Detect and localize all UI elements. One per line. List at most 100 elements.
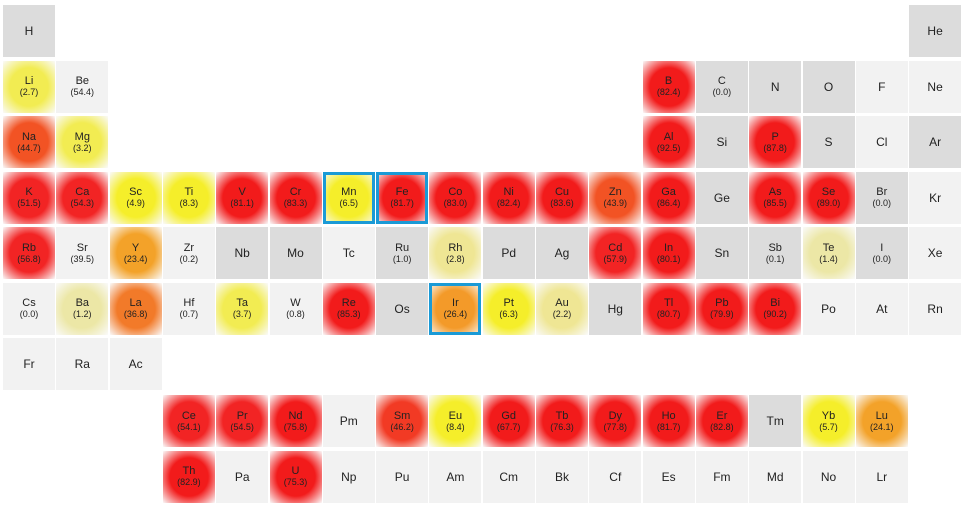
element-cell-rn[interactable]: Rn <box>909 282 962 335</box>
element-cell-pr[interactable]: Pr (54.5) <box>216 395 269 447</box>
element-cell-lr[interactable]: Lr <box>855 450 908 503</box>
element-cell-pb[interactable]: Pb (79.9) <box>695 282 748 335</box>
element-cell-ho[interactable]: Ho (81.7) <box>642 395 695 447</box>
element-cell-gd[interactable]: Gd (67.7) <box>482 395 535 447</box>
element-cell-h[interactable]: H <box>3 5 55 57</box>
element-cell-tl[interactable]: Tl (80.7) <box>642 282 695 335</box>
element-cell-rb[interactable]: Rb (56.8) <box>3 227 55 279</box>
element-cell-cu[interactable]: Cu (83.6) <box>536 171 588 224</box>
element-cell-th[interactable]: Th (82.9) <box>162 450 215 503</box>
element-cell-pd[interactable]: Pd <box>482 227 535 279</box>
element-cell-bi[interactable]: Bi (90.2) <box>749 282 802 335</box>
element-cell-ir[interactable]: Ir (26.4) <box>429 282 482 335</box>
element-cell-ta[interactable]: Ta (3.7) <box>216 282 269 335</box>
element-cell-tc[interactable]: Tc <box>322 227 375 279</box>
element-cell-cs[interactable]: Cs (0.0) <box>3 282 55 335</box>
element-cell-v[interactable]: V (81.1) <box>216 171 269 224</box>
element-cell-cr[interactable]: Cr (83.3) <box>269 171 322 224</box>
element-cell-ga[interactable]: Ga (86.4) <box>642 171 695 224</box>
element-cell-li[interactable]: Li (2.7) <box>3 60 55 113</box>
element-cell-yb[interactable]: Yb (5.7) <box>802 395 855 447</box>
element-cell-fr[interactable]: Fr <box>3 338 55 390</box>
element-cell-eu[interactable]: Eu (8.4) <box>429 395 482 447</box>
element-cell-ru[interactable]: Ru (1.0) <box>376 227 429 279</box>
element-cell-np[interactable]: Np <box>322 450 375 503</box>
element-cell-c[interactable]: C (0.0) <box>695 60 748 113</box>
element-cell-dy[interactable]: Dy (77.8) <box>589 395 642 447</box>
element-cell-w[interactable]: W (0.8) <box>269 282 322 335</box>
element-cell-mn[interactable]: Mn (6.5) <box>322 171 375 224</box>
element-cell-he[interactable]: He <box>909 5 962 57</box>
element-cell-ne[interactable]: Ne <box>909 60 962 113</box>
element-cell-er[interactable]: Er (82.8) <box>695 395 748 447</box>
element-cell-cm[interactable]: Cm <box>482 450 535 503</box>
element-cell-be[interactable]: Be (54.4) <box>56 60 109 113</box>
element-cell-co[interactable]: Co (83.0) <box>429 171 482 224</box>
element-cell-cf[interactable]: Cf <box>589 450 642 503</box>
element-cell-cl[interactable]: Cl <box>855 116 908 168</box>
element-cell-hg[interactable]: Hg <box>589 282 642 335</box>
element-cell-tm[interactable]: Tm <box>749 395 802 447</box>
element-cell-sr[interactable]: Sr (39.5) <box>56 227 109 279</box>
element-cell-re[interactable]: Re (85.3) <box>322 282 375 335</box>
element-cell-ca[interactable]: Ca (54.3) <box>56 171 109 224</box>
element-cell-sm[interactable]: Sm (46.2) <box>376 395 429 447</box>
element-cell-ac[interactable]: Ac <box>109 338 162 390</box>
element-cell-tb[interactable]: Tb (76.3) <box>536 395 588 447</box>
element-cell-te[interactable]: Te (1.4) <box>802 227 855 279</box>
element-cell-pt[interactable]: Pt (6.3) <box>482 282 535 335</box>
element-cell-si[interactable]: Si <box>695 116 748 168</box>
element-cell-am[interactable]: Am <box>429 450 482 503</box>
element-cell-xe[interactable]: Xe <box>909 227 962 279</box>
element-cell-n[interactable]: N <box>749 60 802 113</box>
element-cell-pu[interactable]: Pu <box>376 450 429 503</box>
element-cell-fm[interactable]: Fm <box>695 450 748 503</box>
element-cell-ni[interactable]: Ni (82.4) <box>482 171 535 224</box>
element-cell-ar[interactable]: Ar <box>909 116 962 168</box>
element-cell-s[interactable]: S <box>802 116 855 168</box>
element-cell-ba[interactable]: Ba (1.2) <box>56 282 109 335</box>
element-cell-la[interactable]: La (36.8) <box>109 282 162 335</box>
element-cell-bk[interactable]: Bk <box>536 450 588 503</box>
element-cell-kr[interactable]: Kr <box>909 171 962 224</box>
element-cell-at[interactable]: At <box>855 282 908 335</box>
element-cell-o[interactable]: O <box>802 60 855 113</box>
element-cell-mo[interactable]: Mo <box>269 227 322 279</box>
element-cell-as[interactable]: As (85.5) <box>749 171 802 224</box>
element-cell-se[interactable]: Se (89.0) <box>802 171 855 224</box>
element-cell-ce[interactable]: Ce (54.1) <box>162 395 215 447</box>
element-cell-u[interactable]: U (75.3) <box>269 450 322 503</box>
element-cell-al[interactable]: Al (92.5) <box>642 116 695 168</box>
element-cell-pa[interactable]: Pa <box>216 450 269 503</box>
element-cell-sb[interactable]: Sb (0.1) <box>749 227 802 279</box>
element-cell-pm[interactable]: Pm <box>322 395 375 447</box>
element-cell-zn[interactable]: Zn (43.9) <box>589 171 642 224</box>
element-cell-au[interactable]: Au (2.2) <box>536 282 588 335</box>
element-cell-ge[interactable]: Ge <box>695 171 748 224</box>
element-cell-md[interactable]: Md <box>749 450 802 503</box>
element-cell-rh[interactable]: Rh (2.8) <box>429 227 482 279</box>
element-cell-br[interactable]: Br (0.0) <box>855 171 908 224</box>
element-cell-zr[interactable]: Zr (0.2) <box>162 227 215 279</box>
element-cell-cd[interactable]: Cd (57.9) <box>589 227 642 279</box>
element-cell-f[interactable]: F <box>855 60 908 113</box>
element-cell-p[interactable]: P (87.8) <box>749 116 802 168</box>
element-cell-fe[interactable]: Fe (81.7) <box>376 171 429 224</box>
element-cell-na[interactable]: Na (44.7) <box>3 116 55 168</box>
element-cell-nd[interactable]: Nd (75.8) <box>269 395 322 447</box>
element-cell-po[interactable]: Po <box>802 282 855 335</box>
element-cell-os[interactable]: Os <box>376 282 429 335</box>
element-cell-es[interactable]: Es <box>642 450 695 503</box>
element-cell-sc[interactable]: Sc (4.9) <box>109 171 162 224</box>
element-cell-i[interactable]: I (0.0) <box>855 227 908 279</box>
element-cell-k[interactable]: K (51.5) <box>3 171 55 224</box>
element-cell-b[interactable]: B (82.4) <box>642 60 695 113</box>
element-cell-ti[interactable]: Ti (8.3) <box>162 171 215 224</box>
element-cell-mg[interactable]: Mg (3.2) <box>56 116 109 168</box>
element-cell-no[interactable]: No <box>802 450 855 503</box>
element-cell-ra[interactable]: Ra <box>56 338 109 390</box>
element-cell-in[interactable]: In (80.1) <box>642 227 695 279</box>
element-cell-nb[interactable]: Nb <box>216 227 269 279</box>
element-cell-lu[interactable]: Lu (24.1) <box>855 395 908 447</box>
element-cell-ag[interactable]: Ag <box>536 227 588 279</box>
